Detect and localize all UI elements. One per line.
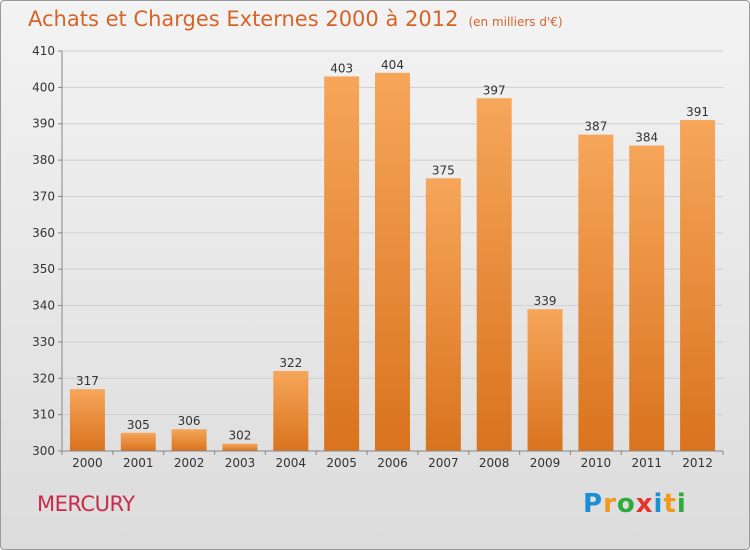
x-tick-label: 2012 <box>682 456 713 470</box>
y-tick-label: 390 <box>32 117 55 131</box>
x-tick-label: 2006 <box>377 456 408 470</box>
data-label-2011: 384 <box>635 131 658 145</box>
bar-2010 <box>578 134 614 452</box>
data-labels: 317 305 306 302 322 403 404 375 397 339 387 384 391 <box>76 58 709 443</box>
data-label-2005: 403 <box>330 61 353 75</box>
x-tick-label: 2003 <box>225 456 256 470</box>
data-label-2000: 317 <box>76 374 99 388</box>
logo-letter: i <box>676 489 687 519</box>
data-label-2006: 404 <box>381 58 404 72</box>
y-tick-label: 350 <box>32 262 55 276</box>
y-tick-label: 370 <box>32 189 55 203</box>
logo-letter: x <box>635 489 654 519</box>
y-tick-label: 410 <box>32 44 55 58</box>
data-label-2002: 306 <box>178 414 201 428</box>
data-label-2009: 339 <box>534 294 557 308</box>
y-axis-ticks: 300 310 320 330 340 350 360 370 380 390 400 410 <box>32 44 62 458</box>
y-tick-label: 330 <box>32 335 55 349</box>
x-tick-label: 2009 <box>530 456 561 470</box>
x-tick-label: 2011 <box>631 456 662 470</box>
logo-letter: r <box>603 489 617 519</box>
chart-title-block: Achats et Charges Externes 2000 à 2012 (e… <box>28 7 563 31</box>
x-tick-label: 2000 <box>72 456 103 470</box>
data-label-2003: 302 <box>229 429 252 443</box>
bar-2007 <box>425 178 461 452</box>
bar-2005 <box>324 76 360 452</box>
data-label-2007: 375 <box>432 163 455 177</box>
bar-2004 <box>273 371 309 451</box>
bar-2002 <box>171 429 207 451</box>
bar-2000 <box>69 389 105 451</box>
proxiti-logo: Proxiti <box>583 489 687 519</box>
x-tick-label: 2002 <box>174 456 205 470</box>
chart-title: Achats et Charges Externes 2000 à 2012 <box>28 7 459 31</box>
logo-letter: i <box>653 489 664 519</box>
x-tick-label: 2004 <box>276 456 307 470</box>
data-label-2004: 322 <box>279 356 302 370</box>
data-label-2012: 391 <box>686 105 709 119</box>
x-tick-label: 2010 <box>581 456 612 470</box>
bar-2011 <box>629 145 665 451</box>
data-label-2010: 387 <box>584 120 607 134</box>
city-name: MERCURY <box>37 492 135 516</box>
bar-2012 <box>680 120 716 451</box>
y-tick-label: 300 <box>32 444 55 458</box>
y-tick-label: 340 <box>32 299 55 313</box>
x-tick-label: 2005 <box>326 456 357 470</box>
bar-2009 <box>527 309 563 451</box>
x-tick-label: 2008 <box>479 456 510 470</box>
y-tick-label: 310 <box>32 408 55 422</box>
logo-letter: o <box>616 489 636 519</box>
data-label-2008: 397 <box>483 83 506 97</box>
y-tick-label: 360 <box>32 226 55 240</box>
bar-2008 <box>476 98 512 451</box>
logo-letter: t <box>663 489 677 519</box>
y-tick-label: 380 <box>32 153 55 167</box>
bar-2001 <box>120 432 156 451</box>
chart-unit: (en milliers d'€) <box>468 15 563 29</box>
y-tick-label: 320 <box>32 371 55 385</box>
bar-2003 <box>222 443 258 451</box>
data-label-2001: 305 <box>127 418 150 432</box>
x-tick-label: 2001 <box>123 456 154 470</box>
bar-2006 <box>375 72 410 452</box>
bars <box>69 72 716 452</box>
x-tick-label: 2007 <box>428 456 459 470</box>
x-axis-ticks: 2000 2001 2002 2003 2004 2005 2006 2007 2008 2009… <box>61 451 724 470</box>
logo-letter: P <box>583 489 604 519</box>
y-tick-label: 400 <box>32 80 55 94</box>
